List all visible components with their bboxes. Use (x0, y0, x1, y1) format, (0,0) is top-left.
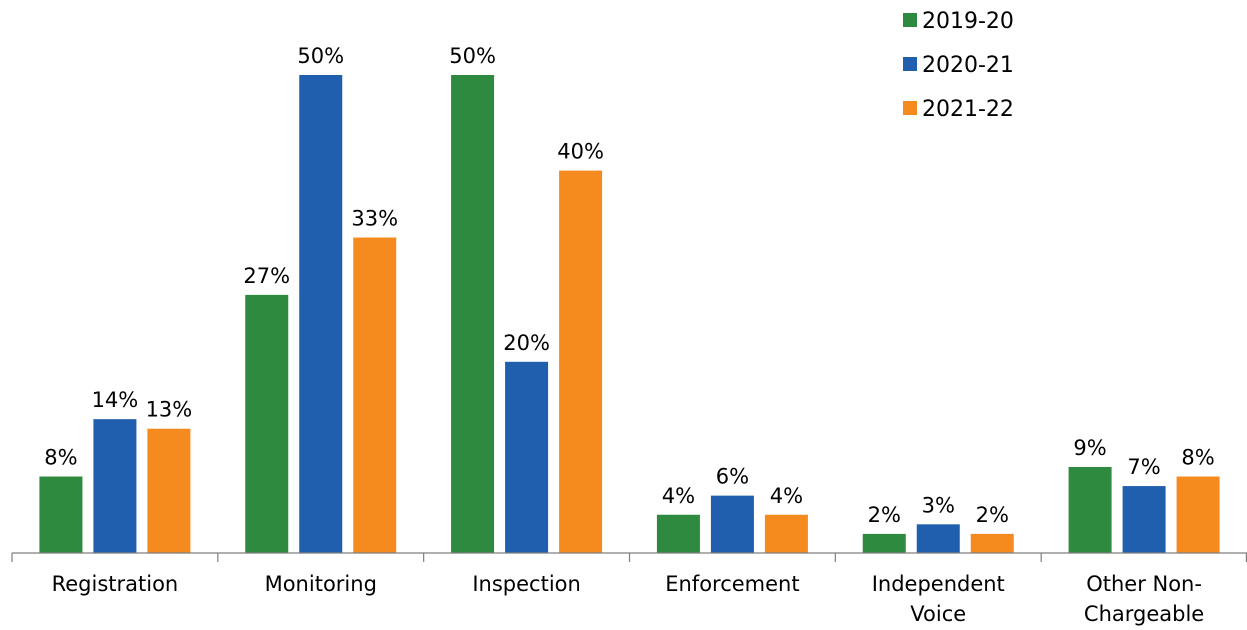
legend-label: 2021-22 (922, 97, 1014, 122)
x-axis: Registration Monitoring Inspection Enforcem… (11, 552, 1247, 626)
legend-label: 2020-21 (922, 53, 1014, 78)
data-labels-layer: 8% 14% 13% 27% 50% 33% 50% 20% 40% 4% 6% 4% 2% 3% 2% 9%… (44, 44, 1214, 527)
data-label: 33% (351, 207, 398, 231)
data-label: 2% (976, 503, 1009, 527)
bar-2020-21-enforcement (710, 495, 754, 553)
bar-2021-22-other-non-chargeable (1176, 476, 1220, 553)
legend: 2019-20 2020-21 2021-22 (903, 9, 1014, 122)
data-label: 40% (557, 140, 604, 164)
x-tick-label: Monitoring (265, 572, 377, 596)
data-label: 4% (662, 484, 695, 508)
bar-2020-21-monitoring (299, 75, 343, 553)
legend-swatch (903, 57, 917, 71)
bar-2019-20-enforcement (656, 514, 700, 553)
data-label: 8% (1181, 446, 1214, 470)
data-label: 20% (503, 331, 550, 355)
data-label: 4% (770, 484, 803, 508)
data-label: 13% (146, 398, 193, 422)
data-label: 8% (44, 446, 77, 470)
bar-2019-20-monitoring (245, 294, 289, 553)
bar-2021-22-inspection (559, 170, 603, 553)
bar-2021-22-enforcement (764, 514, 808, 553)
x-tick-label: Other Non-Chargeable (1084, 572, 1204, 626)
bar-2019-20-independent-voice (862, 533, 906, 553)
x-tick-label: Independent Voice (872, 572, 1005, 626)
data-label: 14% (92, 388, 139, 412)
data-label: 50% (297, 44, 344, 68)
bar-2020-21-registration (93, 419, 137, 553)
bar-2020-21-independent-voice (916, 524, 960, 553)
bar-2019-20-other-non-chargeable (1068, 466, 1112, 553)
legend-label: 2019-20 (922, 9, 1014, 34)
x-tick-label: Enforcement (665, 572, 799, 596)
legend-swatch (903, 101, 917, 115)
data-label: 9% (1073, 436, 1106, 460)
bar-2019-20-registration (39, 476, 83, 553)
bar-2021-22-monitoring (353, 237, 397, 553)
data-label: 3% (922, 493, 955, 517)
data-label: 27% (243, 264, 290, 288)
data-label: 2% (868, 503, 901, 527)
bar-2020-21-inspection (505, 361, 549, 553)
x-tick-label: Registration (52, 572, 179, 596)
data-label: 50% (449, 44, 496, 68)
bar-2021-22-independent-voice (970, 533, 1014, 553)
bars-layer (39, 75, 1220, 553)
bar-2019-20-inspection (451, 75, 495, 553)
data-label: 6% (716, 465, 749, 489)
bar-2021-22-registration (147, 428, 191, 553)
legend-swatch (903, 13, 917, 27)
data-label: 7% (1127, 455, 1160, 479)
x-tick-label: Inspection (472, 572, 580, 596)
bar-2020-21-other-non-chargeable (1122, 486, 1166, 553)
